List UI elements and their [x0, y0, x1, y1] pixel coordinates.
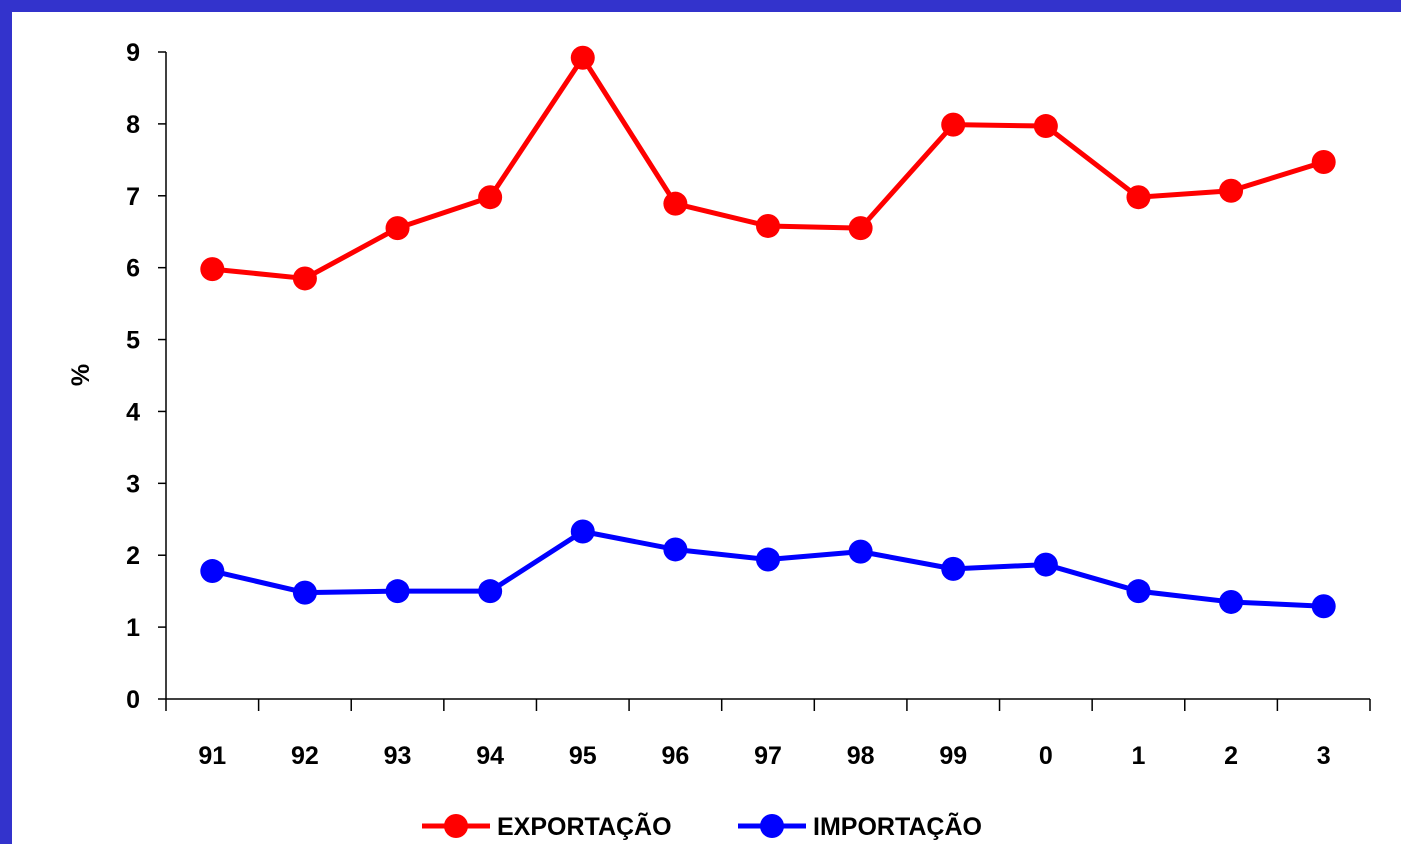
data-point [663, 191, 688, 216]
y-axis-title: % [67, 364, 95, 386]
data-point [478, 185, 503, 210]
y-tick-label: 5 [126, 327, 140, 355]
data-point [1126, 185, 1151, 210]
series-layer [200, 45, 1336, 619]
data-point [570, 45, 595, 70]
y-tick-label: 4 [126, 398, 140, 426]
y-tick-label: 0 [126, 686, 140, 714]
x-tick-label: 1 [1132, 742, 1146, 770]
data-point [1219, 178, 1244, 203]
x-tick-label: 91 [198, 742, 226, 770]
data-point [848, 539, 873, 564]
data-point [1033, 552, 1058, 577]
data-point [756, 213, 780, 238]
legend-item-1: IMPORTAÇÃO [738, 811, 982, 841]
data-point [385, 579, 410, 604]
data-point [848, 216, 873, 241]
data-point [1219, 589, 1244, 614]
legend-label: EXPORTAÇÃO [497, 811, 672, 841]
legend-swatch-marker [444, 814, 468, 838]
data-point [570, 519, 595, 544]
legend-label: IMPORTAÇÃO [813, 811, 982, 841]
y-tick-label: 9 [126, 39, 140, 67]
data-point [292, 580, 317, 605]
x-tick-label: 98 [847, 742, 875, 770]
legend-swatch-marker [760, 814, 784, 838]
y-tick-label: 1 [126, 614, 140, 642]
data-point [1033, 114, 1058, 139]
x-tick-label: 97 [754, 742, 782, 770]
data-point [478, 579, 503, 604]
y-tick-label: 7 [126, 183, 140, 211]
axes: 0 1 2 3 4 5 6 7 8 9% 91 92 93 94 95 96 97 98 99 0 1 2 3 [67, 39, 1371, 770]
data-point [941, 112, 966, 137]
data-point [292, 266, 317, 291]
x-tick-label: 99 [939, 742, 967, 770]
data-point [941, 556, 966, 581]
x-tick-label: 0 [1039, 742, 1053, 770]
y-tick-label: 2 [126, 542, 140, 570]
series-1 [200, 519, 1336, 619]
series-line [212, 55, 1325, 281]
data-point [200, 559, 225, 584]
y-tick-label: 8 [126, 111, 140, 139]
legend: EXPORTAÇÃO IMPORTAÇÃO [422, 811, 982, 841]
x-tick-label: 3 [1317, 742, 1331, 770]
x-tick-label: 92 [291, 742, 319, 770]
data-point [385, 216, 410, 241]
data-point [200, 257, 225, 282]
legend-item-0: EXPORTAÇÃO [422, 811, 672, 841]
data-point [1311, 594, 1336, 619]
x-tick-label: 96 [661, 742, 689, 770]
y-tick-label: 3 [126, 470, 140, 498]
x-tick-label: 94 [476, 742, 504, 770]
data-point [756, 547, 780, 572]
chart-panel [12, 12, 1401, 844]
y-tick-label: 6 [126, 255, 140, 283]
data-point [1311, 149, 1336, 174]
data-point [1126, 579, 1151, 604]
series-0 [200, 45, 1336, 291]
x-tick-label: 2 [1224, 742, 1238, 770]
x-tick-label: 93 [384, 742, 412, 770]
data-point [663, 537, 688, 562]
x-tick-label: 95 [569, 742, 597, 770]
